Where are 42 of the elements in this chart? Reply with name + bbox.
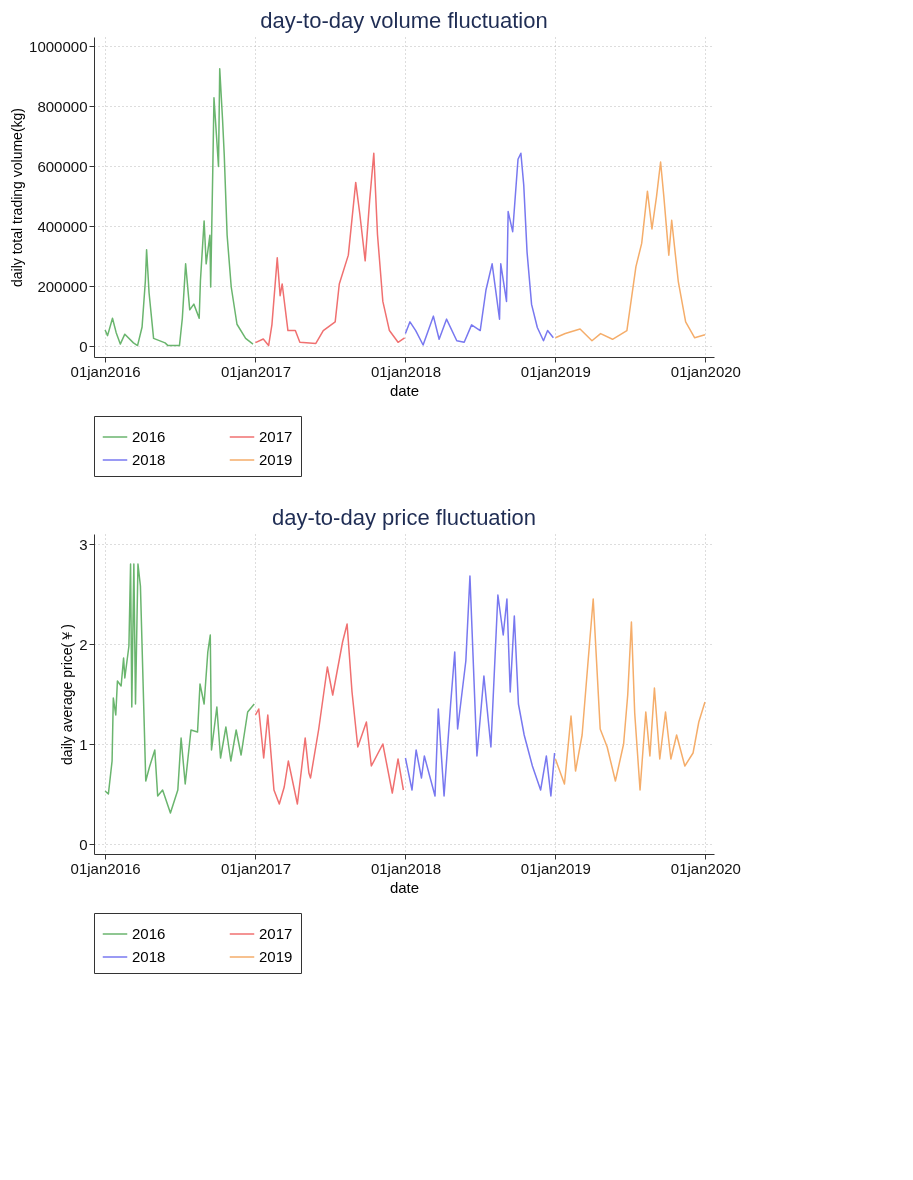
line-series [254,623,405,805]
x-tick-label: 01jan2019 [520,859,591,877]
legend-label: 2016 [132,925,166,942]
line-series [254,152,406,347]
legend-label: 2019 [259,948,293,965]
legend-label: 2017 [259,428,293,445]
legend-label: 2018 [132,948,166,965]
line-series [554,161,706,342]
x-tick-label: 01jan2017 [220,362,292,380]
y-tick-label: 0 [79,337,88,355]
x-tick-label: 01jan2016 [70,362,141,380]
x-axis-title: date [389,381,420,399]
line-series [404,575,556,797]
y-tick-label: 2 [79,635,88,653]
x-tick-label: 01jan2018 [370,859,441,877]
legend-label: 2017 [259,925,293,942]
y-axis-title: daily total trading volume(kg) [9,108,26,287]
line-series [554,598,706,791]
y-tick-label: 1 [79,735,88,753]
chart-title: day-to-day price fluctuation [271,505,537,530]
x-tick-label: 01jan2019 [520,362,591,380]
line-series [104,68,254,347]
line-series [104,563,255,814]
y-tick-label: 600000 [37,157,88,175]
chart-title: day-to-day volume fluctuation [260,8,548,33]
legend-label: 2016 [132,428,166,445]
x-tick-label: 01jan2020 [670,859,741,877]
x-axis-title: date [389,878,420,896]
y-axis-title: daily average price(￥) [59,624,76,765]
legend-label: 2019 [259,451,293,468]
x-tick-label: 01jan2018 [370,362,441,380]
y-tick-label: 0 [79,835,88,853]
y-tick-label: 1000000 [29,37,88,55]
x-tick-label: 01jan2016 [70,859,141,877]
y-tick-label: 200000 [37,277,88,295]
y-tick-label: 3 [79,535,88,553]
y-tick-label: 800000 [37,97,88,115]
x-tick-label: 01jan2017 [220,859,292,877]
y-tick-label: 400000 [37,217,88,235]
line-series [404,152,555,346]
x-tick-label: 01jan2020 [670,362,741,380]
legend-label: 2018 [132,451,166,468]
